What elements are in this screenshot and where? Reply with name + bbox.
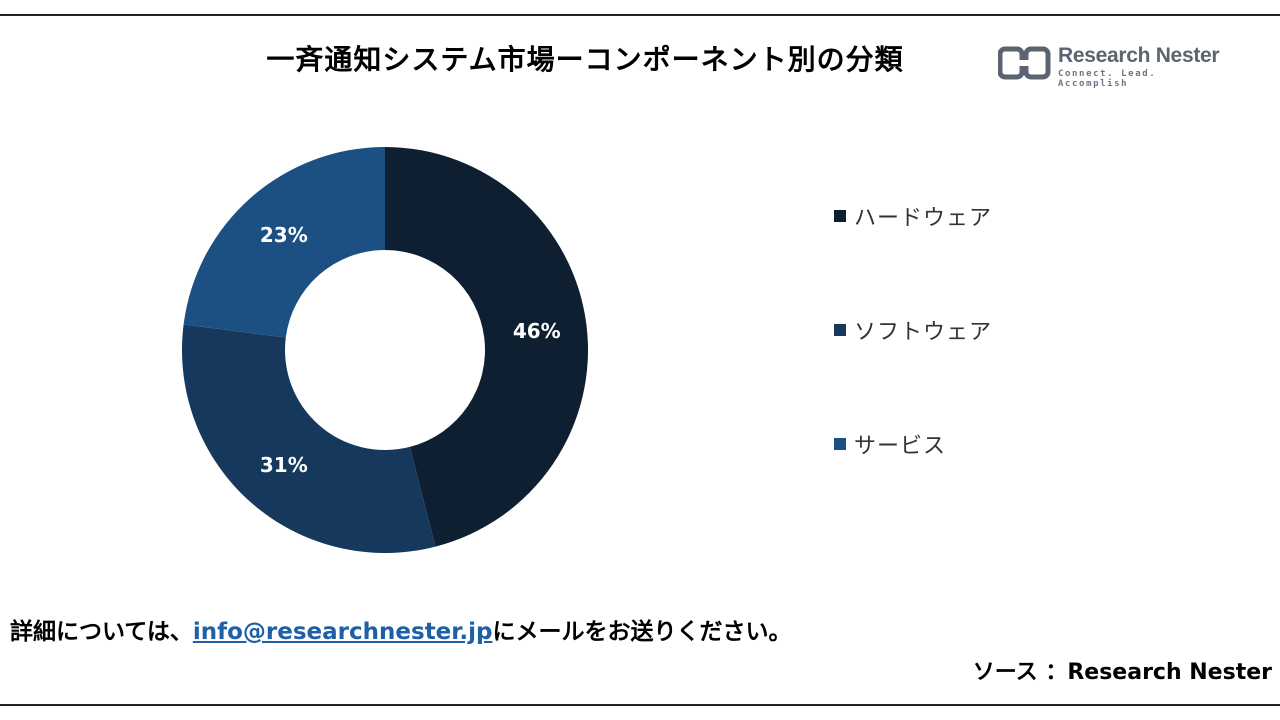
- logo-name: Research Nester: [1058, 44, 1220, 67]
- donut-slice: [182, 324, 436, 553]
- research-nester-logo: Research Nester Connect. Lead. Accomplis…: [998, 44, 1228, 89]
- logo-tagline: Connect. Lead. Accomplish: [1058, 69, 1157, 89]
- legend-item: ソフトウェア: [834, 314, 1074, 345]
- legend-label: ハードウェア: [854, 206, 993, 231]
- top-divider: [0, 14, 1280, 16]
- legend-label: サービス: [854, 434, 947, 459]
- contact-suffix: にメールをお送りください。: [492, 619, 792, 645]
- chart-title: 一斉通知システム市場ーコンポーネント別の分類: [266, 43, 904, 76]
- legend-swatch: [834, 438, 846, 450]
- legend-item: ハードウェア: [834, 200, 1074, 231]
- slice-percent-label: 31%: [260, 453, 308, 477]
- contact-note: 詳細については、info@researchnester.jpにメールをお送りくだ…: [10, 612, 791, 646]
- donut-slice: [183, 147, 385, 338]
- legend-swatch: [834, 210, 846, 222]
- bottom-divider: [0, 704, 1280, 706]
- logo-mark-icon: [998, 46, 1051, 80]
- slice-percent-label: 23%: [260, 223, 308, 247]
- donut-chart: 46% 31% 23%: [182, 147, 588, 553]
- slice-percent-label: 46%: [513, 319, 561, 343]
- contact-email-link[interactable]: info@researchnester.jp: [192, 619, 493, 645]
- legend-swatch: [834, 324, 846, 336]
- legend-item: サービス: [834, 428, 1074, 459]
- legend-label: ソフトウェア: [854, 320, 993, 345]
- donut-slice: [385, 147, 588, 547]
- contact-prefix: 詳細については、: [10, 619, 193, 645]
- source-credit: ソース ：Research Nester: [972, 660, 1272, 685]
